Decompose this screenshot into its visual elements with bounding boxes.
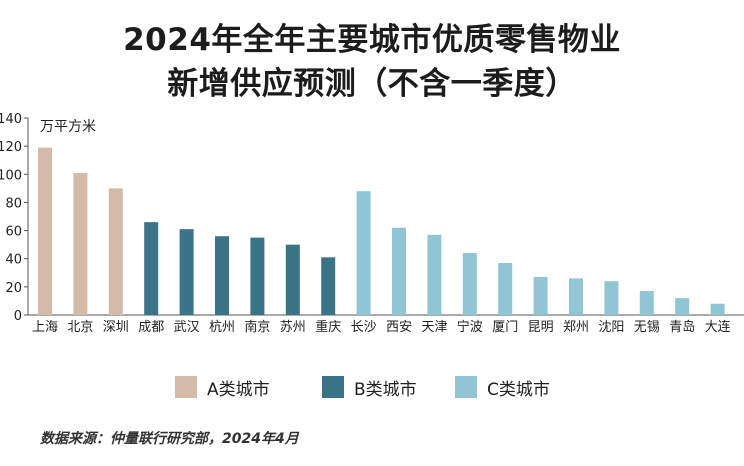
x-tick-label: 北京 xyxy=(67,320,93,335)
legend-label-b: B类城市 xyxy=(354,379,417,400)
bar-6 xyxy=(250,237,265,315)
bar-0 xyxy=(38,147,52,315)
legend-label-a: A类城市 xyxy=(207,379,270,400)
bar-11 xyxy=(427,234,442,315)
x-tick-label: 上海 xyxy=(32,320,58,335)
bar-1 xyxy=(73,172,88,315)
bar-8 xyxy=(321,257,336,315)
x-tick-label: 杭州 xyxy=(209,320,235,335)
y-tick-label: 40 xyxy=(5,253,22,268)
bar-16 xyxy=(604,281,619,315)
y-tick-label: 0 xyxy=(14,309,22,324)
x-tick-label: 青岛 xyxy=(669,319,695,335)
x-tick-label: 昆明 xyxy=(528,320,554,335)
legend-swatch-a xyxy=(175,376,197,398)
legend-item-c: C类城市 xyxy=(455,374,550,400)
source-note: 数据来源：仲量联行研究部，2024年4月 xyxy=(40,431,299,447)
legend-item-a: A类城市 xyxy=(175,374,270,400)
y-tick-label: 80 xyxy=(5,196,22,211)
x-tick-label: 沈阳 xyxy=(598,320,624,335)
bar-3 xyxy=(144,222,159,315)
y-axis-label: 万平方米 xyxy=(40,119,96,135)
legend-swatch-b xyxy=(322,376,344,398)
bar-7 xyxy=(285,244,300,315)
bar-14 xyxy=(533,277,548,315)
y-tick-label: 100 xyxy=(0,168,22,183)
y-tick-label: 60 xyxy=(5,225,22,240)
bar-9 xyxy=(356,191,371,315)
x-tick-label: 长沙 xyxy=(351,320,377,335)
bar-17 xyxy=(639,291,654,315)
x-tick-label: 大连 xyxy=(705,319,731,335)
bar-18 xyxy=(675,298,690,315)
legend-item-b: B类城市 xyxy=(322,374,417,400)
bar-5 xyxy=(215,236,229,315)
y-tick-label: 120 xyxy=(0,140,22,155)
x-tick-label: 宁波 xyxy=(457,319,483,335)
x-tick-label: 西安 xyxy=(386,320,412,335)
bar-15 xyxy=(569,278,583,315)
bar-19 xyxy=(710,303,725,315)
y-tick-label: 20 xyxy=(5,281,22,296)
bar-2 xyxy=(108,188,123,315)
bar-4 xyxy=(179,229,194,315)
chart-legend: A类城市 B类城市 C类城市 xyxy=(0,374,744,400)
chart-title-line-2: 新增供应预测（不含一季度） xyxy=(167,66,577,102)
x-tick-label: 南京 xyxy=(244,319,270,335)
x-tick-label: 苏州 xyxy=(280,319,306,335)
x-tick-label: 无锡 xyxy=(634,320,660,335)
bar-12 xyxy=(462,253,477,315)
x-tick-label: 成都 xyxy=(138,320,164,335)
x-tick-label: 天津 xyxy=(421,320,447,335)
x-tick-label: 厦门 xyxy=(492,320,518,335)
y-tick-label: 140 xyxy=(0,112,22,127)
bar-10 xyxy=(392,227,406,315)
bar-13 xyxy=(498,262,513,315)
x-tick-label: 武汉 xyxy=(174,320,200,335)
x-tick-label: 重庆 xyxy=(315,319,341,335)
legend-swatch-c xyxy=(455,376,477,398)
chart-title-line-1: 2024年全年主要城市优质零售物业 xyxy=(123,22,621,58)
x-tick-label: 郑州 xyxy=(563,320,589,335)
x-tick-label: 深圳 xyxy=(103,320,129,335)
legend-label-c: C类城市 xyxy=(487,379,550,400)
